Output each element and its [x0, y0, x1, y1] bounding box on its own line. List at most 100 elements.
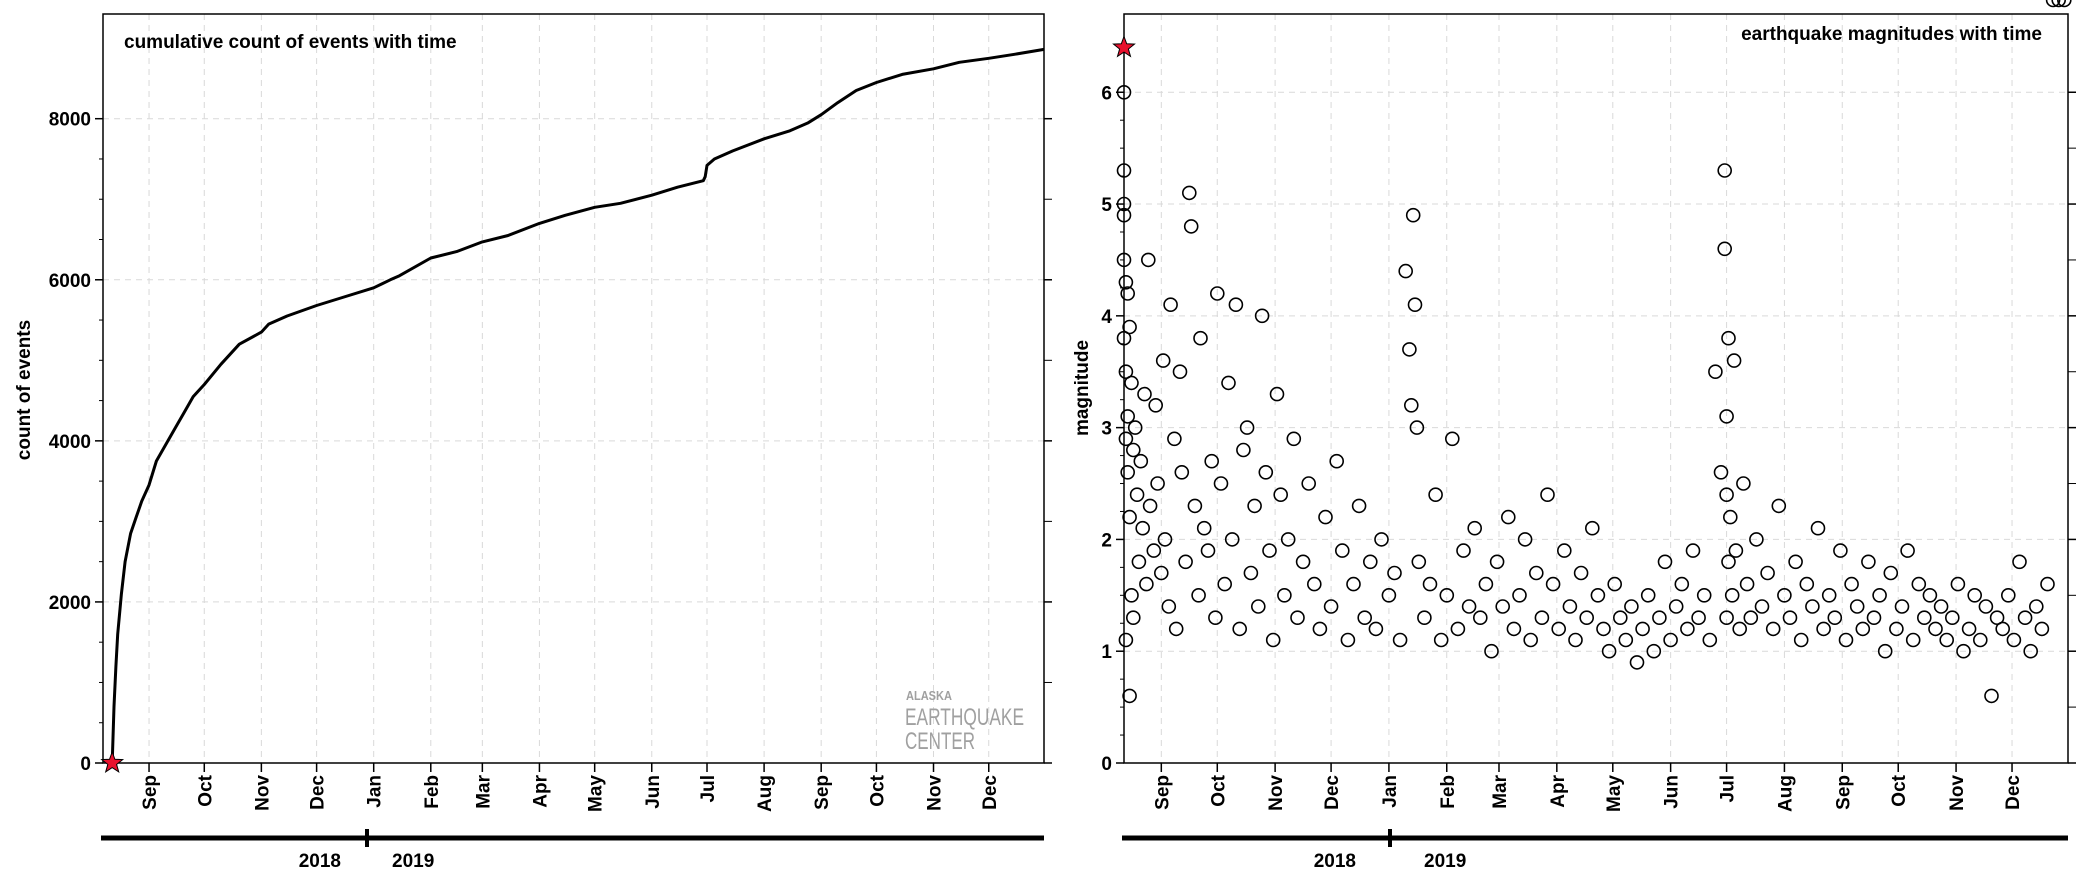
magnitude-point — [1821, 587, 1837, 603]
x-tick-label-sep: Sep — [1833, 775, 1854, 810]
magnitude-point — [1889, 621, 1904, 637]
magnitude-point — [1805, 599, 1820, 614]
x-tick-label-sep: Sep — [1152, 775, 1173, 810]
x-tick-label-nov: Nov — [1947, 775, 1968, 811]
cumulative-count-panel: Sep Oct Nov Dec Jan Feb Mar Apr May Jun Jul Aug Sep O… — [14, 13, 1052, 872]
magnitude-point — [2045, 0, 2061, 8]
magnitude-point — [1928, 621, 1943, 637]
magnitude-point — [1126, 610, 1141, 626]
left-grid — [103, 14, 1044, 763]
magnitude-point — [1295, 554, 1311, 570]
magnitude-point — [1122, 688, 1137, 704]
magnitude-point — [1844, 576, 1859, 592]
magnitude-point — [1131, 554, 1147, 570]
magnitude-point — [1357, 610, 1372, 626]
magnitude-point — [1724, 587, 1740, 603]
x-tick-label-jul: Jul — [698, 775, 719, 802]
magnitude-point — [1329, 453, 1344, 469]
magnitude-point — [1374, 532, 1389, 547]
magnitude-point — [1939, 632, 1954, 648]
left-y-axis-label: count of events — [14, 320, 35, 460]
x-tick-label-jun: Jun — [643, 775, 664, 809]
magnitude-point — [1827, 610, 1843, 626]
magnitude-point — [1719, 409, 1734, 424]
magnitude-point — [1484, 643, 1499, 659]
magnitude-panel: Sep Oct Nov Dec Jan Feb Mar Apr May Jun Jul Aug Sep O… — [1072, 0, 2076, 872]
x-tick-label-dec: Dec — [1322, 775, 1343, 810]
left-chart-title: cumulative count of events with time — [124, 32, 457, 53]
magnitude-point — [1736, 476, 1751, 491]
magnitude-point — [1726, 353, 1742, 368]
magnitude-point — [1116, 330, 1132, 346]
magnitude-point — [1155, 353, 1171, 368]
magnitude-point — [1624, 599, 1639, 614]
magnitude-point — [1307, 576, 1322, 592]
magnitude-point — [1118, 431, 1134, 447]
magnitude-point — [1258, 464, 1274, 480]
magnitude-point — [1411, 554, 1427, 570]
magnitude-point — [1674, 576, 1690, 592]
magnitude-point — [1428, 487, 1443, 503]
magnitude-point — [1749, 532, 1764, 547]
magnitude-point — [1221, 375, 1236, 391]
magnitude-point — [1708, 364, 1723, 380]
magnitude-point — [1877, 643, 1893, 659]
x-tick-label-jun: Jun — [1662, 775, 1683, 809]
magnitude-point — [1618, 632, 1634, 648]
magnitude-point — [1607, 576, 1622, 592]
magnitude-point — [1122, 319, 1137, 335]
x-tick-label-dec: Dec — [980, 775, 1001, 810]
magnitude-point — [1312, 621, 1328, 637]
magnitude-point — [1765, 621, 1781, 637]
magnitude-point — [1585, 520, 1600, 536]
magnitude-point — [1116, 85, 1132, 100]
magnitude-point — [1135, 520, 1150, 536]
magnitude-point — [1193, 330, 1208, 346]
magnitude-point — [2017, 610, 2033, 626]
magnitude-point — [1417, 610, 1432, 626]
magnitude-point — [1743, 610, 1759, 626]
magnitude-point — [1251, 599, 1266, 614]
left-plot-frame — [102, 13, 1045, 764]
magnitude-point — [1346, 576, 1361, 592]
magnitude-point — [1489, 554, 1505, 570]
magnitude-point — [1613, 610, 1628, 626]
right-plot-frame — [1123, 13, 2069, 764]
magnitude-point — [1232, 621, 1247, 637]
magnitude-point — [1224, 532, 1240, 547]
magnitude-point — [1719, 487, 1734, 503]
right-chart-title: earthquake magnitudes with time — [1741, 24, 2042, 45]
magnitude-point — [1116, 252, 1132, 268]
magnitude-point — [1254, 308, 1270, 324]
magnitude-point — [1124, 587, 1139, 603]
magnitude-point — [1404, 397, 1419, 413]
magnitude-point — [1200, 543, 1216, 558]
left-year-label-2019: 2019 — [392, 851, 434, 872]
magnitude-point — [1340, 632, 1356, 648]
magnitude-point — [1540, 487, 1555, 503]
x-tick-label-aug: Aug — [755, 775, 776, 812]
y-tick-label: 0 — [1101, 754, 1112, 775]
y-tick-label: 1 — [1101, 642, 1112, 663]
magnitude-point — [1691, 610, 1706, 626]
magnitude-point — [1629, 655, 1645, 670]
magnitude-point — [1262, 543, 1277, 558]
magnitude-point — [1967, 587, 1982, 603]
y-tick-label: 4000 — [49, 432, 91, 453]
magnitude-point — [1402, 342, 1417, 357]
cumulative-count-line — [110, 47, 1045, 764]
magnitude-point — [1855, 621, 1871, 637]
magnitude-point — [1461, 599, 1477, 614]
magnitude-point — [1335, 543, 1350, 558]
x-tick-label-jan: Jan — [1380, 775, 1401, 808]
magnitude-point — [1146, 543, 1162, 558]
magnitude-point — [1478, 576, 1494, 592]
magnitude-point — [1286, 431, 1302, 447]
left-year-label-2018: 2018 — [299, 851, 341, 872]
x-tick-label-feb: Feb — [422, 775, 443, 809]
magnitude-point — [1788, 554, 1803, 570]
mainshock-star-marker — [100, 750, 125, 774]
magnitude-point — [1717, 241, 1732, 257]
y-tick-label: 0 — [80, 754, 91, 775]
magnitude-point — [1506, 621, 1522, 637]
